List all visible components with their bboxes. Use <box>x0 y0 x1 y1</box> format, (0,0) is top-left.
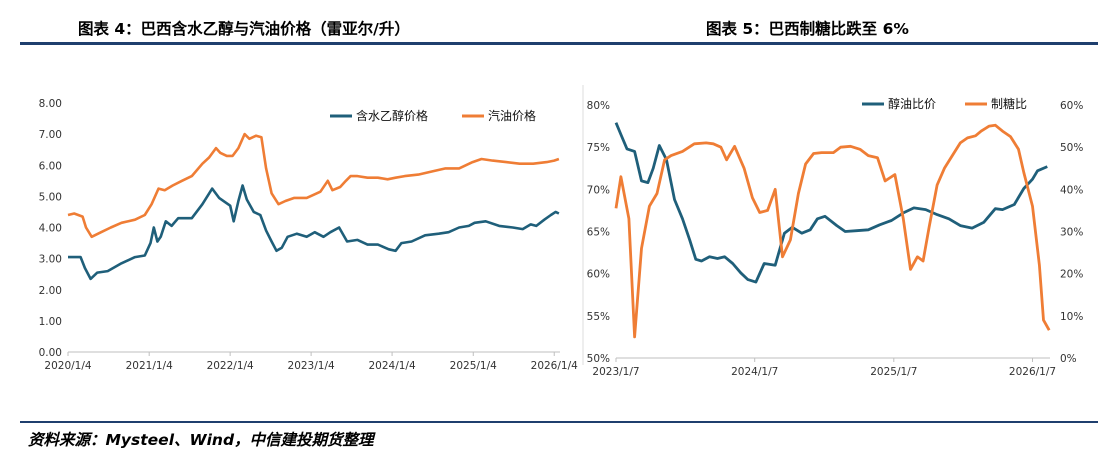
y-tick-label: 8.00 <box>39 98 62 110</box>
left-y-tick-label: 65% <box>587 227 610 239</box>
source-note: 资料来源：Mysteel、Wind，中信建投期货整理 <box>28 431 374 449</box>
y-tick-label: 6.00 <box>39 160 62 172</box>
y-tick-label: 5.00 <box>39 191 62 203</box>
left-y-tick-label: 50% <box>587 353 610 365</box>
right-y-tick-label: 60% <box>1060 100 1083 112</box>
x-tick-label: 2023/1/7 <box>592 366 639 378</box>
left-y-tick-label: 60% <box>587 269 610 281</box>
footer-rule <box>20 421 1098 423</box>
legend-label-2: 制糖比 <box>991 96 1027 111</box>
header-rule <box>20 42 1098 45</box>
x-tick-label: 2023/1/4 <box>288 360 335 372</box>
y-tick-label: 7.00 <box>39 129 62 141</box>
x-tick-label: 2026/1/4 <box>531 360 578 372</box>
x-tick-label: 2020/1/4 <box>44 360 91 372</box>
x-tick-label: 2025/1/4 <box>450 360 497 372</box>
left-y-tick-label: 80% <box>587 100 610 112</box>
y-tick-label: 2.00 <box>39 285 62 297</box>
x-tick-label: 2024/1/7 <box>731 366 778 378</box>
legend-label-1: 醇油比价 <box>888 96 936 111</box>
left-y-tick-label: 75% <box>587 142 610 154</box>
right-y-tick-label: 10% <box>1060 311 1083 323</box>
right-y-tick-label: 50% <box>1060 142 1083 154</box>
x-tick-label: 2022/1/4 <box>207 360 254 372</box>
left-y-tick-label: 70% <box>587 184 610 196</box>
series-line-2 <box>67 132 560 239</box>
series-line-2 <box>614 123 1051 339</box>
x-tick-label: 2024/1/4 <box>368 360 415 372</box>
legend-label-2: 汽油价格 <box>488 108 536 123</box>
x-tick-label: 2026/1/7 <box>1009 366 1056 378</box>
right-y-tick-label: 20% <box>1060 269 1083 281</box>
x-tick-label: 2021/1/4 <box>126 360 173 372</box>
left-y-tick-label: 55% <box>587 311 610 323</box>
left-chart-title: 图表 4：巴西含水乙醇与汽油价格（雷亚尔/升） <box>78 20 410 38</box>
y-tick-label: 3.00 <box>39 254 62 266</box>
right-y-tick-label: 0% <box>1060 353 1077 365</box>
right-chart-title: 图表 5：巴西制糖比跌至 6% <box>706 20 909 38</box>
y-tick-label: 4.00 <box>39 223 62 235</box>
right-y-tick-label: 30% <box>1060 227 1083 239</box>
y-tick-label: 1.00 <box>39 316 62 328</box>
right-y-tick-label: 40% <box>1060 184 1083 196</box>
legend-label-1: 含水乙醇价格 <box>356 108 428 123</box>
x-tick-label: 2025/1/7 <box>870 366 917 378</box>
series-line-1 <box>68 184 560 281</box>
y-tick-label: 0.00 <box>39 347 62 359</box>
series-line-1 <box>614 122 1048 284</box>
